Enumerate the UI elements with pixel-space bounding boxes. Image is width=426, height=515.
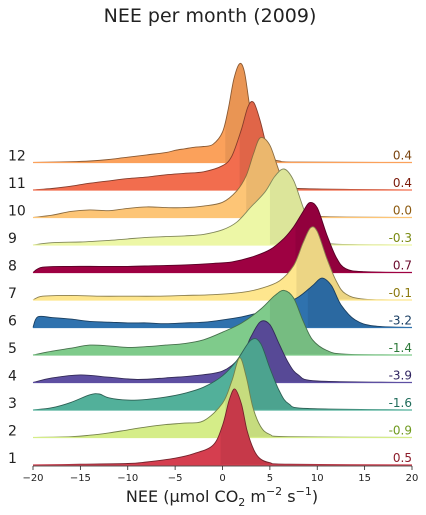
month-value-4: -3.9	[389, 369, 412, 383]
x-axis-label-unit: m	[245, 487, 266, 506]
month-value-3: -1.6	[389, 396, 412, 410]
ridge-outline-month-1	[32, 388, 413, 466]
ridge-outline-month-6	[32, 277, 413, 328]
x-tick-label-0: 0	[219, 473, 225, 484]
ridge-fill-month-1	[33, 388, 412, 465]
month-label-4: 4	[8, 369, 17, 385]
x-axis-label-main: NEE (µmol CO	[126, 487, 238, 506]
month-label-2: 2	[8, 424, 17, 440]
ridge-fill-month-12	[33, 63, 412, 163]
month-value-1: 0.5	[393, 451, 412, 465]
month-value-7: -0.1	[389, 286, 412, 300]
x-axis-label-sup1: −2	[266, 485, 282, 498]
month-value-2: -0.9	[389, 424, 412, 438]
month-label-7: 7	[8, 286, 17, 302]
x-tick-label--20: −20	[22, 473, 43, 484]
x-axis-label-close: )	[312, 487, 318, 506]
ridges-layer: 12 0.411 0.410 0.09 -0.38 0.77 -0.16 -3.25 -1.44…	[8, 62, 413, 467]
x-axis-label-sup2: −1	[296, 485, 312, 498]
month-label-10: 10	[8, 204, 26, 220]
ridge-shade-month-9	[269, 168, 412, 245]
x-axis-label-sub: 2	[238, 496, 245, 509]
month-value-10: 0.0	[393, 204, 412, 218]
month-label-5: 5	[8, 341, 17, 357]
month-label-8: 8	[8, 259, 17, 275]
x-axis-label-unit2: s	[282, 487, 295, 506]
month-value-11: 0.4	[393, 176, 412, 190]
x-tick-label--5: −5	[168, 473, 183, 484]
month-value-9: -0.3	[389, 231, 412, 245]
ridge-outline-month-5	[32, 289, 413, 356]
x-axis: −20 −15 −10 −5 0 5 10 15 20	[22, 465, 419, 484]
ridge-outline-month-8	[32, 201, 413, 273]
ridge-outline-month-7	[32, 226, 413, 301]
x-tick-label--10: −10	[117, 473, 138, 484]
month-value-5: -1.4	[389, 341, 412, 355]
ridge-outline-month-3	[32, 338, 413, 411]
ridge-fill-month-2	[33, 357, 412, 438]
month-label-1: 1	[8, 451, 17, 467]
ridge-fill-month-11	[33, 101, 412, 190]
ridge-fill-month-6	[33, 278, 412, 328]
ridge-fill-month-4	[33, 320, 412, 383]
month-value-8: 0.7	[393, 259, 412, 273]
month-label-12: 12	[8, 149, 26, 165]
month-label-3: 3	[8, 396, 17, 412]
x-axis-label: NEE (µmol CO2 m−2 s−1)	[126, 485, 318, 509]
month-label-6: 6	[8, 314, 17, 330]
chart-title: NEE per month (2009)	[104, 5, 317, 27]
month-value-6: -3.2	[389, 314, 412, 328]
month-label-11: 11	[8, 176, 26, 192]
month-value-12: 0.4	[393, 149, 412, 163]
x-tick-label-15: 15	[358, 473, 371, 484]
x-tick-label--15: −15	[70, 473, 91, 484]
x-tick-label-10: 10	[311, 473, 324, 484]
x-tick-label-20: 20	[406, 473, 419, 484]
month-label-9: 9	[8, 231, 17, 247]
ridge-outline-month-2	[32, 357, 413, 438]
x-tick-label-5: 5	[267, 473, 273, 484]
